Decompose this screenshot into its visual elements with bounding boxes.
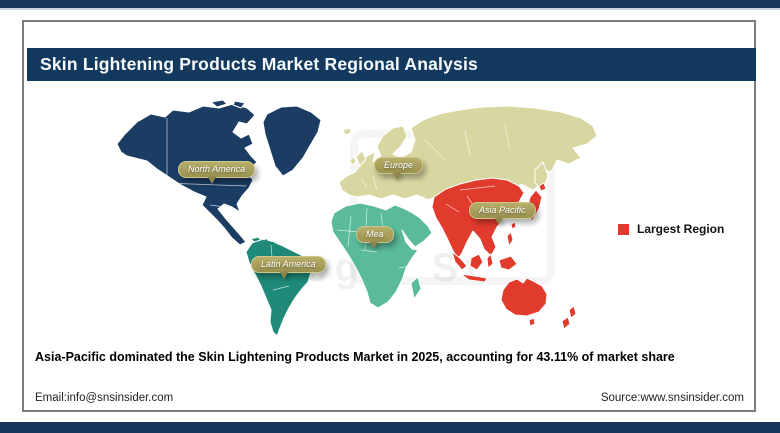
region-tag-europe: Europe bbox=[374, 157, 424, 174]
footer-email: Email:info@snsinsider.com bbox=[35, 392, 174, 404]
asia-pacific-region bbox=[431, 177, 577, 330]
footer-source: Source:www.snsinsider.com bbox=[600, 392, 744, 404]
bottom-navy-strip bbox=[0, 422, 780, 433]
latin-america-region bbox=[245, 236, 312, 337]
region-tag-label: North America bbox=[188, 164, 246, 174]
page-title: Skin Lightening Products Market Regional… bbox=[40, 54, 478, 74]
region-tag-label: Asia Pacific bbox=[479, 205, 526, 215]
legend: Largest Region bbox=[618, 222, 724, 236]
market-caption: Asia-Pacific dominated the Skin Lighteni… bbox=[35, 350, 675, 364]
region-tag-label: Latin America bbox=[261, 259, 316, 269]
region-tag-latin-america: Latin America bbox=[251, 256, 326, 273]
region-tag-mea: Mea bbox=[356, 226, 394, 243]
title-bar: Skin Lightening Products Market Regional… bbox=[27, 48, 756, 81]
top-navy-strip bbox=[0, 0, 780, 8]
region-tag-label: Mea bbox=[366, 229, 384, 239]
legend-label: Largest Region bbox=[637, 222, 725, 236]
top-strip-accent-line bbox=[0, 8, 780, 10]
region-tag-asia-pacific: Asia Pacific bbox=[469, 202, 536, 219]
region-tag-label: Europe bbox=[384, 160, 414, 170]
region-tag-north-america: North America bbox=[178, 161, 256, 178]
world-map bbox=[116, 100, 598, 337]
legend-swatch-icon bbox=[618, 223, 629, 235]
